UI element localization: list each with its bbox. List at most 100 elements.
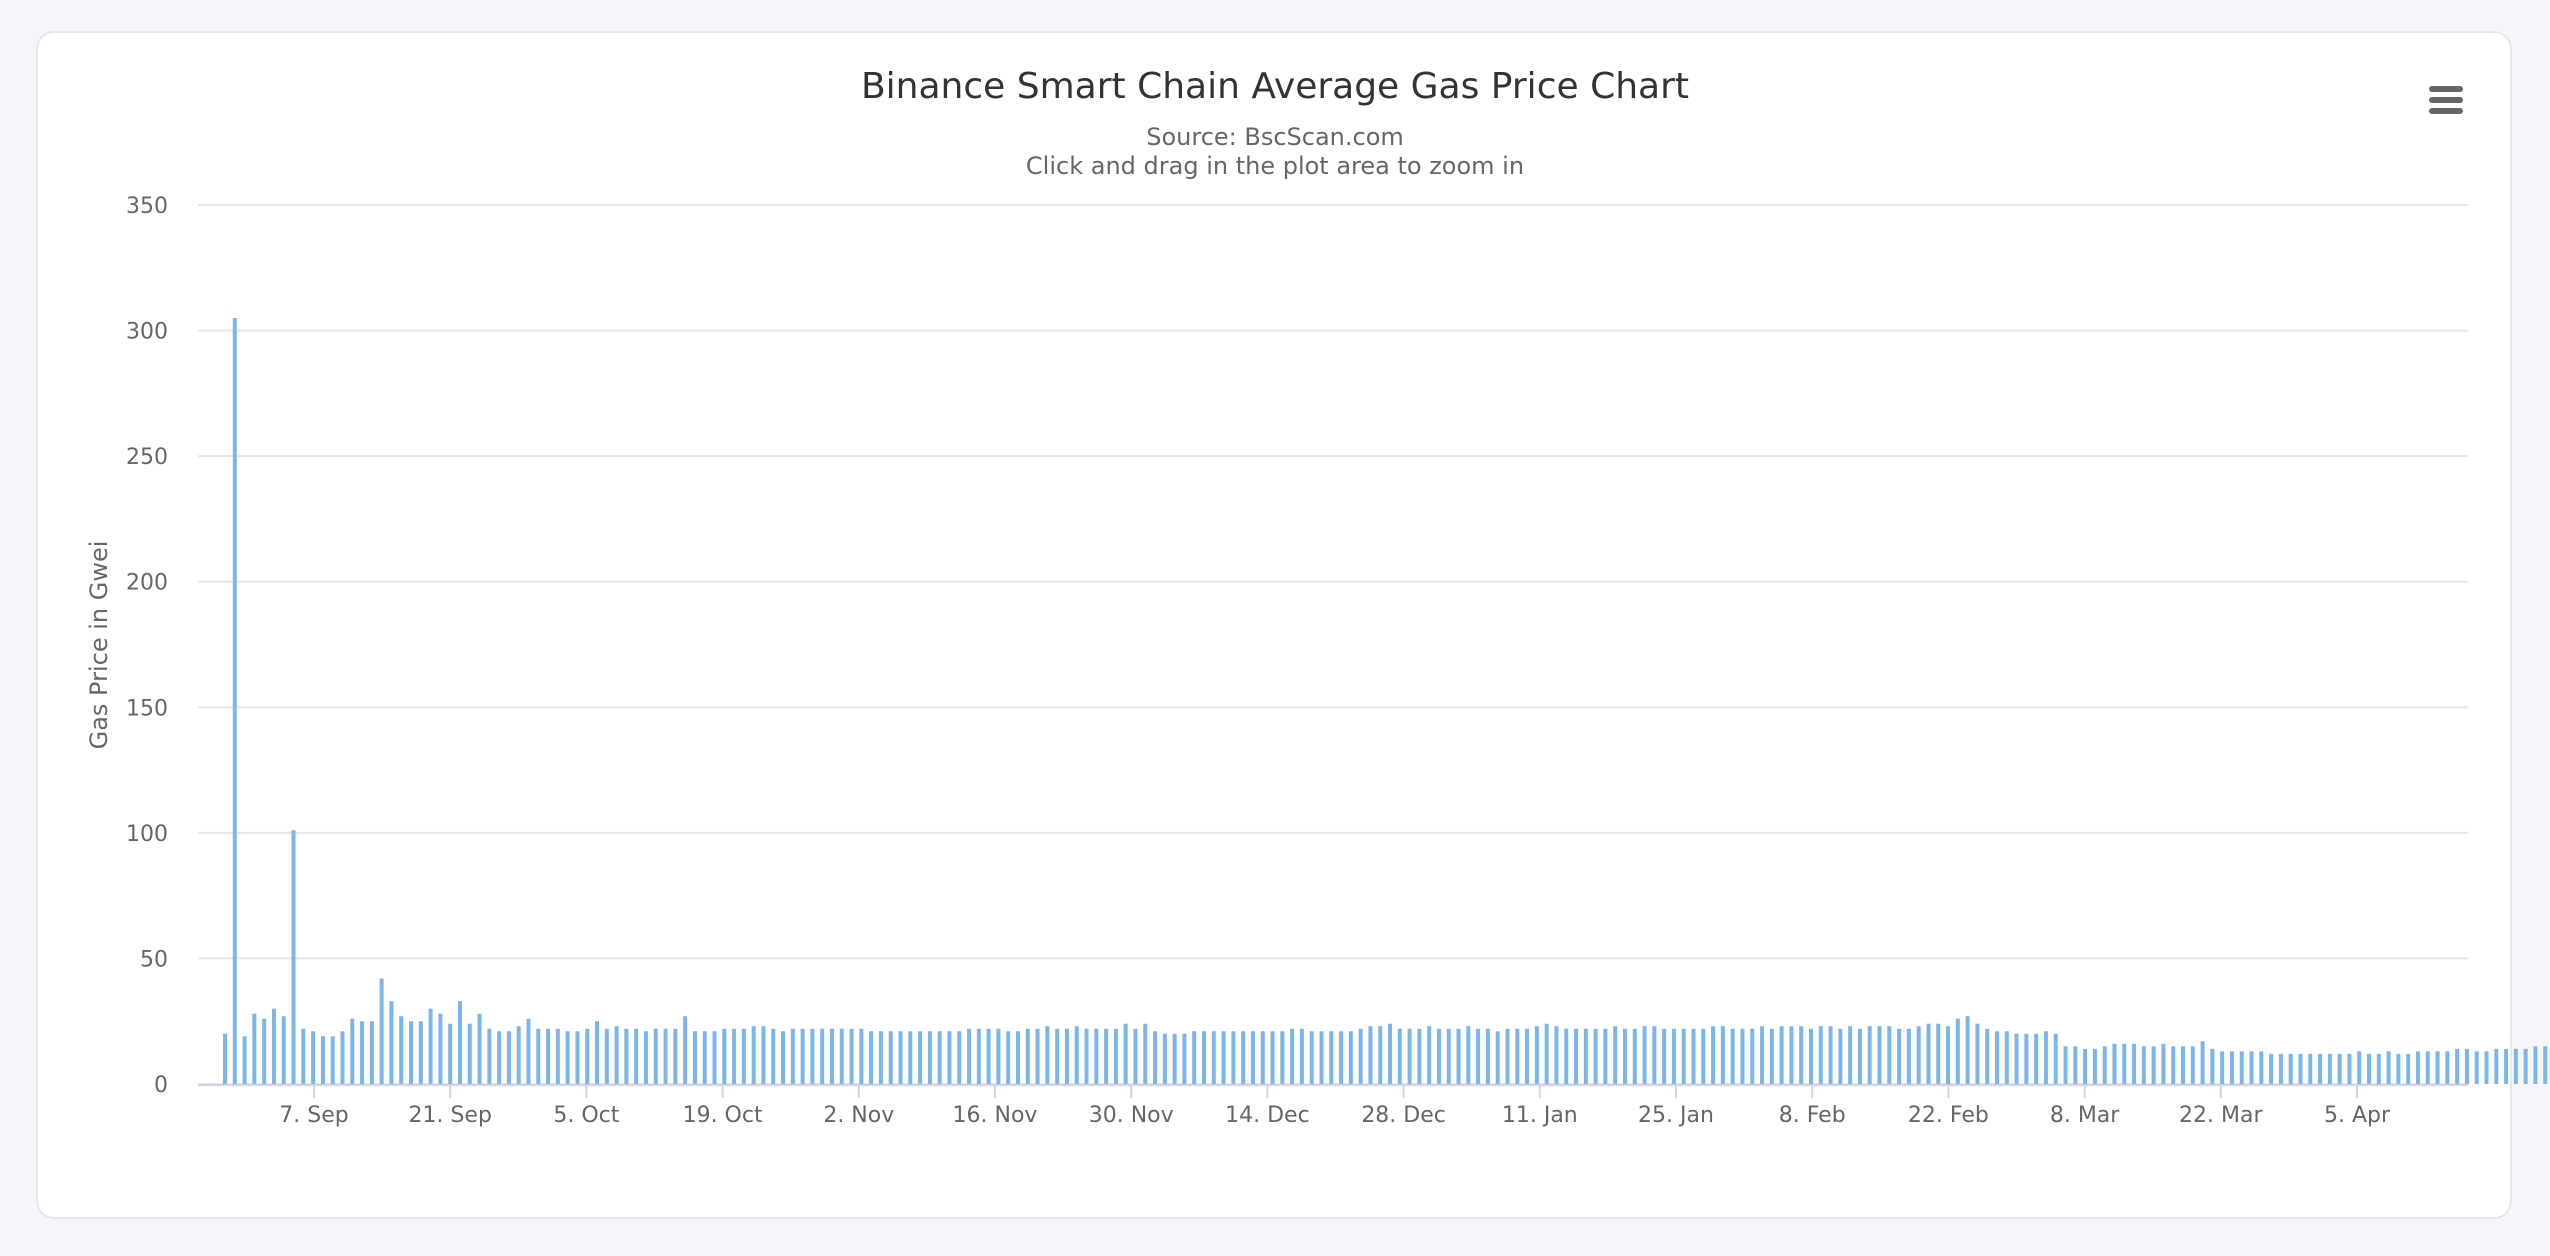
bar[interactable]: [1250, 1031, 1255, 1084]
menu-icon[interactable]: [2424, 82, 2468, 118]
bar[interactable]: [1789, 1026, 1794, 1084]
bar[interactable]: [2004, 1031, 2009, 1084]
bar[interactable]: [360, 1021, 365, 1084]
bar[interactable]: [1711, 1026, 1716, 1084]
bar[interactable]: [2024, 1033, 2029, 1084]
bar[interactable]: [1946, 1026, 1951, 1084]
bar[interactable]: [702, 1031, 707, 1084]
bar[interactable]: [849, 1028, 854, 1084]
bar[interactable]: [2200, 1041, 2205, 1084]
bar[interactable]: [1427, 1026, 1432, 1084]
bar[interactable]: [781, 1031, 786, 1084]
bar[interactable]: [2239, 1051, 2244, 1084]
bar[interactable]: [908, 1031, 913, 1084]
bar[interactable]: [1495, 1031, 1500, 1084]
bar[interactable]: [409, 1021, 414, 1084]
bar[interactable]: [839, 1028, 844, 1084]
bar[interactable]: [663, 1028, 668, 1084]
bar[interactable]: [1476, 1028, 1481, 1084]
bar[interactable]: [1055, 1028, 1060, 1084]
bar[interactable]: [311, 1031, 316, 1084]
bar[interactable]: [967, 1028, 972, 1084]
bar[interactable]: [1299, 1028, 1304, 1084]
bar[interactable]: [2132, 1043, 2137, 1084]
bar[interactable]: [1397, 1028, 1402, 1084]
bar[interactable]: [2386, 1051, 2391, 1084]
bar[interactable]: [2210, 1048, 2215, 1084]
bar[interactable]: [2043, 1031, 2048, 1084]
bar[interactable]: [1436, 1028, 1441, 1084]
bar[interactable]: [418, 1021, 423, 1084]
bar[interactable]: [1906, 1028, 1911, 1084]
bar[interactable]: [1760, 1026, 1765, 1084]
bar[interactable]: [2073, 1046, 2078, 1084]
bar[interactable]: [1769, 1028, 1774, 1084]
bar[interactable]: [1329, 1031, 1334, 1084]
bar[interactable]: [1182, 1033, 1187, 1084]
bar[interactable]: [1564, 1028, 1569, 1084]
bar[interactable]: [1583, 1028, 1588, 1084]
bar[interactable]: [1632, 1028, 1637, 1084]
bar[interactable]: [1965, 1016, 1970, 1084]
bar[interactable]: [2141, 1046, 2146, 1084]
bar[interactable]: [438, 1013, 443, 1084]
bar[interactable]: [732, 1028, 737, 1084]
bar[interactable]: [428, 1008, 433, 1084]
bar[interactable]: [575, 1031, 580, 1084]
bar[interactable]: [1525, 1028, 1530, 1084]
bar[interactable]: [291, 830, 296, 1084]
bar[interactable]: [653, 1028, 658, 1084]
bar[interactable]: [1691, 1028, 1696, 1084]
bar[interactable]: [1319, 1031, 1324, 1084]
bar[interactable]: [927, 1031, 932, 1084]
bar[interactable]: [2063, 1046, 2068, 1084]
bar[interactable]: [399, 1016, 404, 1084]
bar[interactable]: [1554, 1026, 1559, 1084]
bar[interactable]: [1534, 1026, 1539, 1084]
bar[interactable]: [252, 1013, 257, 1084]
bar[interactable]: [2494, 1048, 2499, 1084]
bar[interactable]: [673, 1028, 678, 1084]
bar[interactable]: [1799, 1026, 1804, 1084]
bar[interactable]: [477, 1013, 482, 1084]
bar[interactable]: [947, 1031, 952, 1084]
bar[interactable]: [232, 318, 237, 1084]
bar[interactable]: [878, 1031, 883, 1084]
bar[interactable]: [2533, 1046, 2538, 1084]
bar[interactable]: [1280, 1031, 1285, 1084]
bar[interactable]: [937, 1031, 942, 1084]
bar[interactable]: [1025, 1028, 1030, 1084]
bar[interactable]: [1887, 1026, 1892, 1084]
bar[interactable]: [1936, 1023, 1941, 1084]
bar[interactable]: [800, 1028, 805, 1084]
bar[interactable]: [1877, 1026, 1882, 1084]
bar[interactable]: [790, 1028, 795, 1084]
bar[interactable]: [1006, 1031, 1011, 1084]
bar[interactable]: [1603, 1028, 1608, 1084]
bar[interactable]: [1681, 1028, 1686, 1084]
bar[interactable]: [281, 1016, 286, 1084]
bar[interactable]: [2083, 1048, 2088, 1084]
bar[interactable]: [1622, 1028, 1627, 1084]
bar[interactable]: [1926, 1023, 1931, 1084]
bar[interactable]: [350, 1018, 355, 1084]
bar[interactable]: [1975, 1023, 1980, 1084]
bar[interactable]: [340, 1031, 345, 1084]
bar[interactable]: [1348, 1031, 1353, 1084]
bar[interactable]: [1339, 1031, 1344, 1084]
bar[interactable]: [2151, 1046, 2156, 1084]
bar[interactable]: [457, 1001, 462, 1084]
bar[interactable]: [1045, 1026, 1050, 1084]
bar[interactable]: [379, 978, 384, 1084]
bar[interactable]: [1671, 1028, 1676, 1084]
bar[interactable]: [1857, 1028, 1862, 1084]
bar[interactable]: [2161, 1043, 2166, 1084]
bar[interactable]: [1015, 1031, 1020, 1084]
bar[interactable]: [810, 1028, 815, 1084]
bar[interactable]: [692, 1031, 697, 1084]
bar[interactable]: [1358, 1028, 1363, 1084]
bar[interactable]: [722, 1028, 727, 1084]
bar[interactable]: [487, 1028, 492, 1084]
bar[interactable]: [859, 1028, 864, 1084]
bar[interactable]: [643, 1031, 648, 1084]
